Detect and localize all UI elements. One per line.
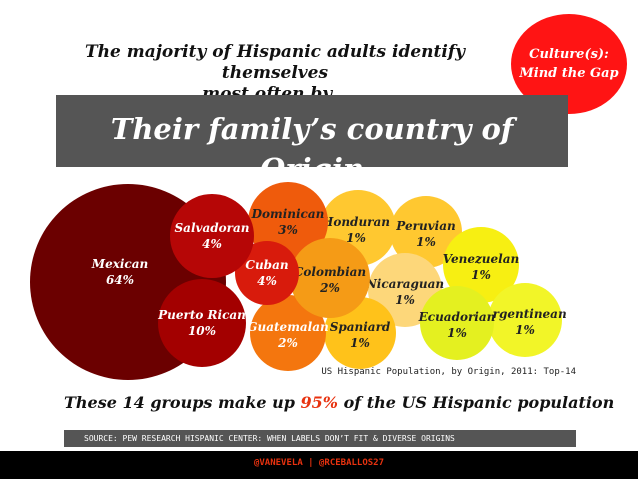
bubble-label-salvadoran: Salvadoran <box>175 221 250 235</box>
summary-prefix: These 14 groups make up <box>64 393 301 412</box>
bubble-value-puerto-rican: 10% <box>188 324 216 338</box>
headline-line-1: The majority of Hispanic adults identify… <box>84 42 466 83</box>
bubble-value-guatemalan: 2% <box>277 336 298 350</box>
bubble-label-honduran: Honduran <box>321 215 390 229</box>
bubble-value-argentinean: 1% <box>515 323 535 337</box>
bubble-label-argentinean: Argentinean <box>482 307 566 321</box>
summary-line: These 14 groups make up 95% of the US Hi… <box>64 393 614 412</box>
bubble-value-mexican: 64% <box>106 273 134 287</box>
bubble-ecuadorian <box>420 286 494 360</box>
bubble-label-cuban: Cuban <box>245 258 288 272</box>
bubble-value-salvadoran: 4% <box>202 237 222 251</box>
bubble-value-dominican: 3% <box>278 223 298 237</box>
summary-percent: 95% <box>300 393 338 412</box>
bubble-value-spaniard: 1% <box>350 336 370 350</box>
bubble-value-venezuelan: 1% <box>471 268 491 282</box>
bubble-peruvian <box>390 196 462 268</box>
bubble-label-venezuelan: Venezuelan <box>443 252 519 266</box>
bubble-label-mexican: Mexican <box>91 257 148 271</box>
bubble-argentinean <box>488 283 562 357</box>
bubble-value-cuban: 4% <box>257 274 277 288</box>
footer-bar: @VANEVELA | @RCEBALLOS27 <box>0 451 638 479</box>
bubble-guatemalan <box>250 295 326 371</box>
bubble-colombian <box>290 238 370 318</box>
bubble-value-ecuadorian: 1% <box>447 326 467 340</box>
bubble-value-peruvian: 1% <box>416 235 436 249</box>
bubble-label-puerto-rican: Puerto Rican <box>157 308 246 322</box>
bubble-label-colombian: Colombian <box>294 265 366 279</box>
bubble-label-nicaraguan: Nicaraguan <box>365 277 444 291</box>
source-bar: SOURCE: PEW RESEARCH HISPANIC CENTER: WH… <box>64 430 576 447</box>
bubble-venezuelan <box>443 227 519 303</box>
bubble-label-ecuadorian: Ecuadorian <box>418 310 496 324</box>
tag-line-2: Mind the Gap <box>519 66 619 81</box>
footer-handles: @VANEVELA | @RCEBALLOS27 <box>253 458 385 468</box>
banner-title: Their family’s country of Origin <box>110 112 514 186</box>
bubble-value-colombian: 2% <box>319 281 340 295</box>
bubble-value-honduran: 1% <box>346 231 366 245</box>
bubble-value-nicaraguan: 1% <box>395 293 415 307</box>
bubble-salvadoran <box>170 194 254 278</box>
bubble-label-dominican: Dominican <box>251 207 325 221</box>
bubble-cuban <box>235 241 299 305</box>
bubble-label-guatemalan: Guatemalan <box>247 320 328 334</box>
bubble-puerto-rican <box>158 279 246 367</box>
tag-line-1: Culture(s): <box>529 47 609 62</box>
title-banner: Their family’s country of Origin <box>56 95 568 186</box>
bubble-label-spaniard: Spaniard <box>330 320 391 334</box>
bubble-label-peruvian: Peruvian <box>395 219 455 233</box>
source-text: SOURCE: PEW RESEARCH HISPANIC CENTER: WH… <box>84 434 455 443</box>
chart-source-note: US Hispanic Population, by Origin, 2011:… <box>321 367 576 377</box>
summary-suffix: of the US Hispanic population <box>338 393 615 412</box>
